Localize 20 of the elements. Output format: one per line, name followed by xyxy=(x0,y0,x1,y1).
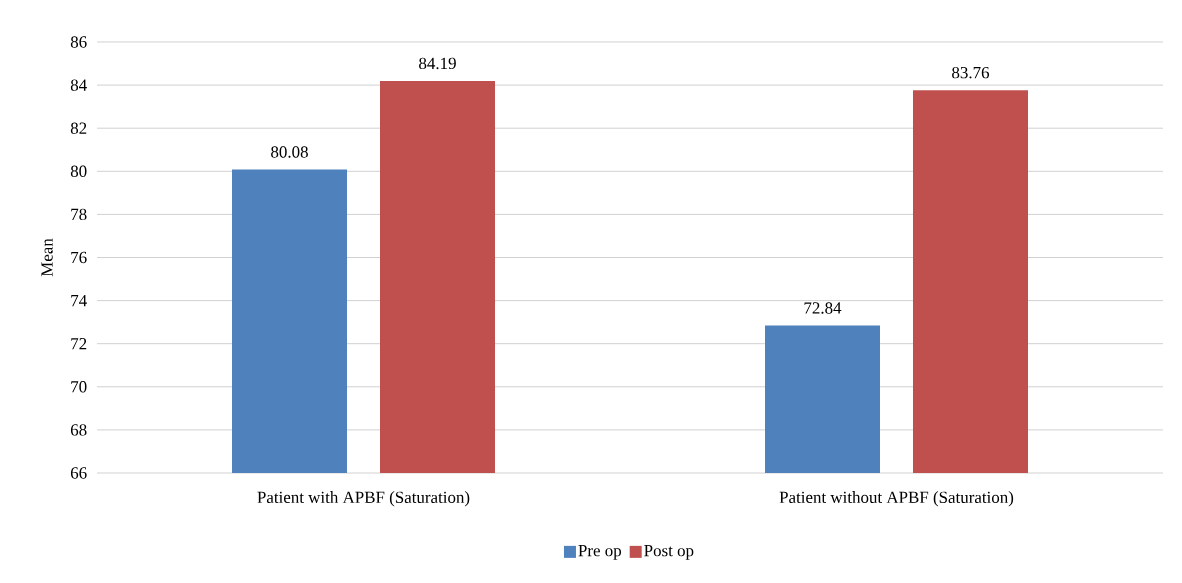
data-label: 80.08 xyxy=(271,146,308,158)
y-tick-label: 84 xyxy=(70,79,87,91)
y-tick-label: 80 xyxy=(70,165,87,178)
y-axis-title: Mean xyxy=(41,238,53,277)
data-label: 84.19 xyxy=(419,57,456,70)
legend-label: Post op xyxy=(644,545,694,560)
x-tick-label: Patient with APBF (Saturation) xyxy=(257,491,470,507)
data-label: 72.84 xyxy=(804,302,842,314)
y-tick-label: 82 xyxy=(70,122,87,134)
data-label: 83.76 xyxy=(952,66,990,79)
y-tick-label: 86 xyxy=(70,36,87,48)
y-tick-label: 76 xyxy=(71,251,87,264)
y-tick-label: 66 xyxy=(70,467,87,479)
y-tick-label: 70 xyxy=(71,381,87,393)
legend-label: Pre op xyxy=(578,545,622,560)
x-tick-label: Patient without APBF (Saturation) xyxy=(779,491,1014,507)
y-tick-label: 74 xyxy=(71,295,87,307)
y-tick-label: 68 xyxy=(70,424,87,436)
y-tick-label: 72 xyxy=(71,338,87,350)
y-tick-label: 78 xyxy=(71,208,87,221)
